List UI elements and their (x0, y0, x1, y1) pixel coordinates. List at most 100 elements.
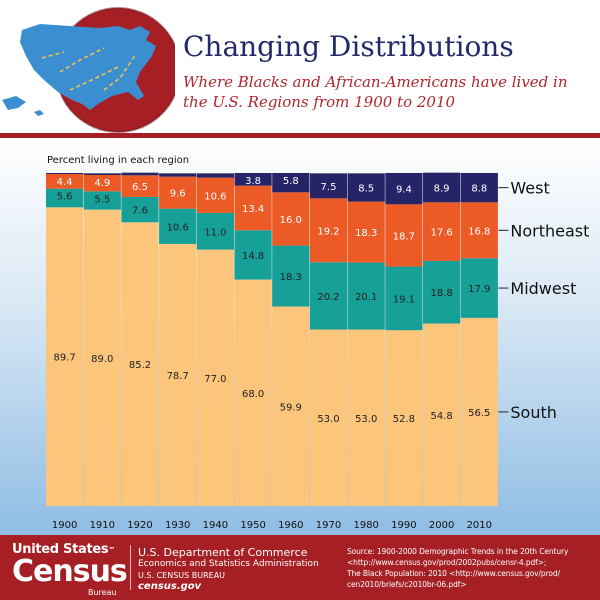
brand-main-text: Census (12, 554, 128, 589)
bar-northeast-2000[interactable] (423, 202, 461, 261)
bar-midwest-1900[interactable] (46, 188, 84, 208)
data-label-northeast-1970: 19.2 (317, 226, 339, 237)
bar-midwest-1910[interactable] (83, 191, 121, 210)
bar-south-1920[interactable] (121, 222, 159, 506)
bar-west-2000[interactable] (423, 172, 461, 203)
bar-south-1950[interactable] (234, 279, 272, 506)
dept-bureau: U.S. CENSUS BUREAU (138, 571, 226, 580)
data-label-west-1950: 3.8 (245, 176, 261, 187)
bar-south-2010[interactable] (460, 317, 498, 506)
bar-midwest-1940[interactable] (196, 212, 234, 250)
data-label-south-1970: 53.0 (317, 414, 339, 425)
data-label-west-1980: 8.5 (358, 183, 374, 194)
bar-west-1970[interactable] (309, 173, 348, 199)
bar-west-1930[interactable] (159, 173, 197, 177)
bar-south-1970[interactable] (309, 329, 348, 506)
bar-south-1990[interactable] (385, 330, 423, 506)
census-logo[interactable]: United States™ Census Bureau (12, 542, 130, 598)
data-label-west-1990: 9.4 (396, 185, 412, 196)
bar-midwest-1970[interactable] (309, 262, 348, 330)
bar-northeast-1960[interactable] (272, 192, 310, 246)
header-divider (0, 133, 600, 138)
data-label-south-1990: 52.8 (393, 414, 415, 425)
data-label-west-2000: 8.9 (434, 183, 450, 194)
brand-tm: ™ (108, 546, 116, 554)
bar-west-1910[interactable] (83, 173, 121, 175)
bar-northeast-1940[interactable] (196, 177, 234, 213)
header: Changing Distributions Where Blacks and … (0, 0, 600, 133)
data-label-midwest-1960: 18.3 (280, 272, 302, 283)
bar-west-1950[interactable] (234, 173, 272, 186)
bar-midwest-1960[interactable] (272, 245, 310, 307)
x-tick-label-2010: 2010 (467, 520, 492, 531)
brand-top-text: United States (12, 542, 109, 557)
bar-northeast-1900[interactable] (46, 173, 84, 189)
bar-south-1910[interactable] (83, 209, 121, 506)
data-label-west-1970: 7.5 (321, 182, 337, 193)
bar-south-1940[interactable] (196, 249, 234, 506)
source-line[interactable]: The Black Population: 2010 <http://www.c… (347, 569, 560, 578)
bar-northeast-1990[interactable] (385, 204, 423, 267)
bar-west-1920[interactable] (121, 172, 159, 176)
bar-midwest-1950[interactable] (234, 230, 272, 280)
bar-midwest-1930[interactable] (159, 208, 197, 244)
bar-west-2010[interactable] (460, 173, 498, 203)
x-tick-label-1930: 1930 (165, 520, 190, 531)
data-label-northeast-1960: 16.0 (280, 215, 302, 226)
y-axis-label: Percent living in each region (47, 155, 189, 166)
bar-northeast-2010[interactable] (460, 202, 498, 259)
bar-midwest-1980[interactable] (347, 262, 385, 330)
x-tick-label-1980: 1980 (353, 520, 378, 531)
source-link[interactable]: cen2010/briefs/c2010br-06.pdf> (347, 580, 467, 589)
bar-west-1980[interactable] (347, 173, 385, 202)
bar-south-2000[interactable] (423, 323, 461, 506)
data-label-midwest-1930: 10.6 (167, 222, 189, 233)
legend-south: South (510, 403, 557, 422)
source-citation: Source: 1900-2000 Demographic Trends in … (347, 546, 595, 590)
bar-midwest-2010[interactable] (460, 258, 498, 318)
bar-midwest-1920[interactable] (121, 196, 159, 223)
bar-northeast-1920[interactable] (121, 175, 159, 197)
data-label-south-1980: 53.0 (355, 414, 377, 425)
page-title: Changing Distributions (183, 30, 514, 63)
census-url-link[interactable]: census.gov (138, 581, 202, 592)
data-label-midwest-2000: 18.8 (430, 288, 452, 299)
source-link[interactable]: <http://www.census.gov/prod/2002pubs/cen… (347, 558, 547, 567)
data-label-west-2010: 8.8 (471, 184, 487, 195)
bar-west-1990[interactable] (385, 173, 423, 205)
data-label-south-1930: 78.7 (167, 371, 189, 382)
stacked-bar-chart: Percent living in each region 89.7 5.6 4.4 1… (46, 155, 589, 531)
footer-divider (130, 545, 131, 590)
data-label-midwest-1940: 11.0 (204, 227, 226, 238)
bar-northeast-1980[interactable] (347, 201, 385, 263)
bar-northeast-1950[interactable] (234, 185, 272, 231)
bar-northeast-1930[interactable] (159, 176, 197, 209)
bar-midwest-2000[interactable] (423, 260, 461, 324)
bar-northeast-1970[interactable] (309, 198, 348, 263)
bar-south-1980[interactable] (347, 329, 385, 506)
bar-west-1960[interactable] (272, 173, 310, 193)
data-label-south-1940: 77.0 (204, 374, 226, 385)
data-label-midwest-1950: 14.8 (242, 251, 264, 262)
data-label-midwest-1910: 5.5 (94, 194, 110, 205)
data-label-northeast-2010: 16.8 (468, 226, 490, 237)
bar-west-1900[interactable] (46, 173, 84, 174)
bar-west-1940[interactable] (196, 173, 234, 178)
data-label-south-2000: 54.8 (430, 411, 452, 422)
x-tick-label-1960: 1960 (278, 520, 303, 531)
dept-sub: Economics and Statistics Administration (138, 559, 319, 569)
brand-sub-text: Bureau (88, 588, 117, 597)
bar-south-1960[interactable] (272, 306, 310, 506)
dept-name: U.S. Department of Commerce (138, 546, 308, 559)
bar-south-1900[interactable] (46, 207, 84, 506)
legend-midwest: Midwest (510, 279, 576, 298)
bar-northeast-1910[interactable] (83, 174, 121, 192)
bar-south-1930[interactable] (159, 243, 197, 506)
x-tick-label-2000: 2000 (429, 520, 454, 531)
x-tick-label-1940: 1940 (203, 520, 228, 531)
x-tick-label-1920: 1920 (127, 520, 152, 531)
department-info: U.S. Department of Commerce Economics an… (138, 546, 319, 593)
x-tick-label-1900: 1900 (52, 520, 77, 531)
data-label-northeast-1900: 4.4 (57, 177, 73, 188)
bar-midwest-1990[interactable] (385, 266, 423, 331)
